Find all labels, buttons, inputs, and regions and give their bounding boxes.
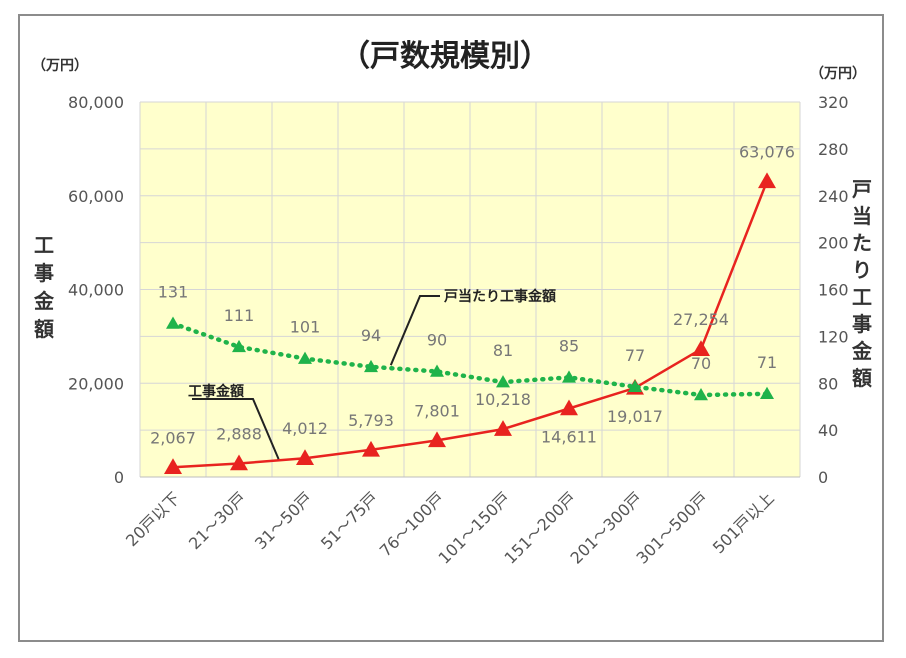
data-point-marker: [298, 351, 312, 364]
category-label: 76～100戸: [376, 488, 448, 560]
series-callouts: 工事金額 戸当たり工事金額: [188, 288, 556, 460]
data-point-marker: [428, 431, 446, 448]
data-label: 101: [290, 318, 321, 337]
left-axis-title: 工事金額: [33, 233, 55, 341]
callout-leader-line: [389, 295, 440, 366]
data-label: 14,611: [541, 428, 597, 447]
data-label: 70: [691, 354, 711, 373]
right-axis-title: 戸当たり工事金額: [851, 177, 873, 390]
data-point-marker: [694, 387, 708, 401]
y-tick-label: 0: [114, 468, 124, 487]
category-label: 501戸以上: [709, 488, 778, 557]
right-axis-ticks: 320 280 240 200 160 120 80 40 0: [818, 93, 849, 487]
y2-tick-label: 40: [818, 421, 838, 440]
data-label: 77: [625, 346, 645, 365]
series-callout-label: 工事金額: [188, 383, 244, 400]
data-label: 94: [361, 326, 381, 345]
chart-title: （戸数規模別）: [340, 39, 550, 74]
series-line-2: [170, 321, 770, 398]
category-label: 21～30戸: [185, 488, 250, 553]
data-label: 85: [559, 336, 579, 355]
category-labels: 20戸以下 21～30戸 31～50戸 51～75戸76～100戸101～150戸15…: [122, 488, 778, 567]
data-point-marker: [562, 370, 576, 383]
data-point-marker: [496, 375, 510, 388]
data-point-marker: [692, 340, 710, 356]
data-label: 4,012: [282, 419, 328, 438]
data-label: 19,017: [607, 407, 663, 426]
series-callout-label: 戸当たり工事金額: [444, 288, 556, 305]
data-point-marker: [230, 454, 248, 471]
y-tick-label: 80,000: [68, 93, 124, 112]
callout-leader-line: [192, 398, 280, 460]
data-label: 111: [224, 306, 255, 325]
data-label: 7,801: [414, 401, 460, 420]
series-line-1: [172, 180, 769, 469]
data-point-marker: [166, 316, 180, 329]
right-axis-unit: （万円）: [810, 66, 866, 82]
category-label: 301～500戸: [633, 488, 712, 567]
grid-lines: [139, 101, 801, 478]
data-label: 131: [158, 282, 189, 301]
category-label: 31～50戸: [251, 488, 316, 553]
data-point-marker: [364, 359, 378, 373]
data-point-marker: [430, 364, 444, 377]
data-label: 2,888: [216, 424, 262, 443]
data-label: 63,076: [739, 142, 795, 161]
data-label: 71: [757, 353, 777, 372]
y2-tick-label: 320: [818, 93, 849, 112]
left-axis-unit: （万円）: [32, 58, 88, 74]
data-label: 2,067: [150, 428, 196, 447]
y2-tick-label: 160: [818, 281, 849, 300]
data-point-marker: [164, 458, 182, 475]
y2-tick-label: 0: [818, 468, 828, 487]
y-tick-label: 40,000: [68, 281, 124, 300]
data-label: 27,254: [673, 310, 729, 329]
left-axis-ticks: 80,000 60,000 40,000 20,000 0: [68, 93, 124, 487]
y2-tick-label: 240: [818, 187, 849, 206]
y2-tick-label: 280: [818, 140, 849, 159]
data-point-marker: [494, 420, 512, 436]
y-tick-label: 60,000: [68, 187, 124, 206]
y2-tick-label: 80: [818, 374, 838, 393]
data-point-marker: [560, 399, 578, 416]
data-point-marker: [362, 440, 380, 457]
category-label: 20戸以下: [122, 488, 184, 550]
y2-tick-label: 200: [818, 234, 849, 253]
data-point-marker: [296, 449, 314, 465]
data-label: 90: [427, 331, 447, 350]
category-label: 51～75戸: [317, 488, 382, 553]
data-point-marker: [628, 379, 642, 393]
data-label: 81: [493, 341, 513, 360]
data-label: 5,793: [348, 411, 394, 430]
y2-tick-label: 120: [818, 327, 849, 346]
data-label: 10,218: [475, 390, 531, 409]
data-point-marker: [232, 339, 246, 353]
data-point-marker: [758, 172, 776, 189]
data-point-marker: [760, 386, 774, 400]
series-group: 2,067 2,888 4,012 5,793 7,801 10,218 14,611 19,…: [150, 142, 795, 475]
y-tick-label: 20,000: [68, 374, 124, 393]
